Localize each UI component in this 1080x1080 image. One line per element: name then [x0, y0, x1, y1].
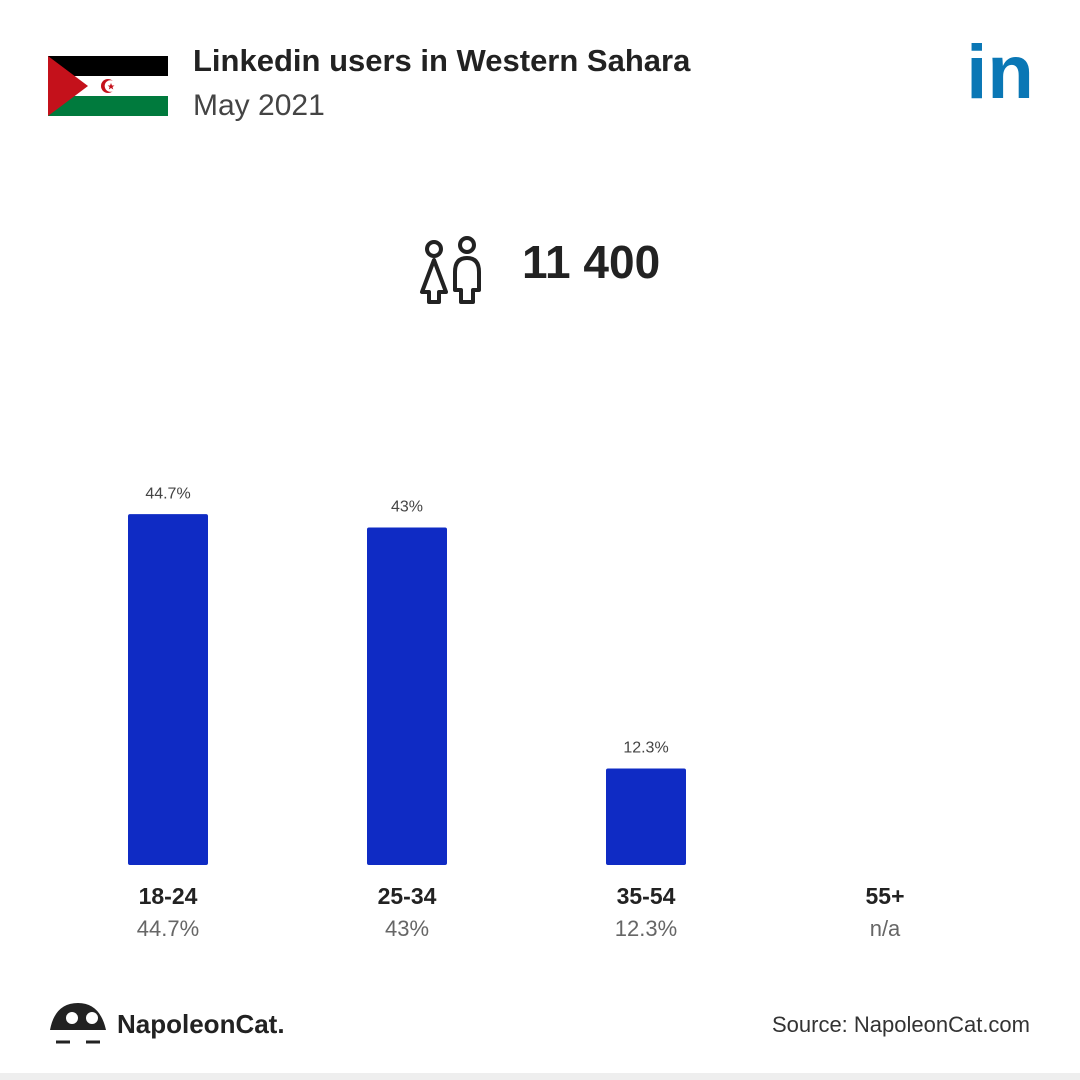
- chart-subtitle: May 2021: [193, 89, 325, 122]
- bar-value-label: 44.7%: [145, 485, 190, 502]
- bar-value-label: 43%: [391, 499, 423, 516]
- category-value: n/a: [870, 916, 901, 941]
- linkedin-logo: in: [966, 30, 1034, 115]
- brand-name: NapoleonCat.: [117, 1009, 285, 1039]
- brand-logo: [50, 1003, 106, 1044]
- chart-title: Linkedin users in Western Sahara: [193, 43, 691, 78]
- category-label: 55+: [865, 883, 904, 909]
- category-value: 44.7%: [137, 916, 199, 941]
- users-icon: [420, 236, 481, 304]
- bar: [367, 527, 447, 865]
- total-users: 11 400: [522, 236, 660, 288]
- category-label: 25-34: [378, 883, 437, 909]
- bar-value-label: 12.3%: [623, 740, 668, 757]
- category-label: 35-54: [617, 883, 676, 909]
- source: Source: NapoleonCat.com: [772, 1012, 1030, 1037]
- flag: [48, 56, 168, 116]
- category-label: 18-24: [139, 883, 198, 909]
- category-value: 12.3%: [615, 916, 677, 941]
- footer-strip: [0, 1073, 1080, 1080]
- category-value: 43%: [385, 916, 429, 941]
- bar: [606, 768, 686, 865]
- bar: [128, 514, 208, 865]
